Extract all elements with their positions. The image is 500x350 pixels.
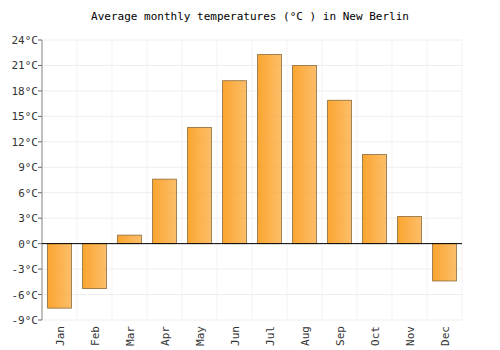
category-label: Oct bbox=[369, 326, 382, 346]
bar bbox=[328, 100, 352, 243]
category-label: Nov bbox=[404, 326, 417, 346]
grid-line-vertical bbox=[112, 40, 113, 320]
grid-line-vertical bbox=[357, 40, 358, 320]
tick bbox=[38, 269, 42, 270]
tick bbox=[38, 294, 42, 295]
tick-label: 21°C bbox=[12, 59, 39, 72]
category-label: Sep bbox=[334, 326, 347, 346]
tick bbox=[38, 243, 42, 244]
tick bbox=[38, 320, 42, 321]
tick-label: 6°C bbox=[18, 187, 38, 200]
tick bbox=[38, 167, 42, 168]
category-label: Aug bbox=[299, 326, 312, 346]
bar bbox=[293, 65, 317, 243]
bar bbox=[433, 244, 457, 281]
bar bbox=[258, 54, 282, 243]
grid-line bbox=[42, 243, 462, 244]
title: Average monthly temperatures (°C ) in Ne… bbox=[91, 10, 409, 23]
category-label: Apr bbox=[159, 326, 172, 346]
grid-line-vertical bbox=[252, 40, 253, 320]
grid-line-vertical bbox=[322, 40, 323, 320]
bar bbox=[363, 155, 387, 244]
category-label: Mar bbox=[124, 326, 137, 346]
tick-label: 0°C bbox=[18, 238, 38, 251]
grid-line-vertical bbox=[287, 40, 288, 320]
tick bbox=[38, 40, 42, 41]
tick-label: -6°C bbox=[12, 289, 39, 302]
grid-line-vertical bbox=[427, 40, 428, 320]
bar bbox=[48, 244, 72, 308]
category-label: Feb bbox=[89, 326, 102, 346]
category-label: Dec bbox=[439, 326, 452, 346]
bar bbox=[118, 235, 142, 243]
grid-line-vertical bbox=[182, 40, 183, 320]
category-label: Jun bbox=[229, 326, 242, 346]
category-label: Jan bbox=[54, 326, 67, 346]
bar bbox=[398, 216, 422, 243]
grid-line-vertical bbox=[217, 40, 218, 320]
tick-label: 15°C bbox=[12, 110, 39, 123]
grid-line-vertical bbox=[42, 40, 43, 320]
bar bbox=[188, 127, 212, 243]
tick bbox=[38, 218, 42, 219]
grid-line-vertical bbox=[77, 40, 78, 320]
tick bbox=[38, 192, 42, 193]
zero-line bbox=[42, 243, 462, 244]
tick-label: -9°C bbox=[12, 314, 39, 327]
chart: Average monthly temperatures (°C ) in Ne… bbox=[0, 0, 500, 350]
tick bbox=[38, 65, 42, 66]
tick bbox=[38, 141, 42, 142]
y-axis bbox=[42, 40, 43, 320]
grid-line-vertical bbox=[147, 40, 148, 320]
category-label: May bbox=[194, 326, 207, 346]
grid-line-vertical bbox=[392, 40, 393, 320]
tick-label: 3°C bbox=[18, 212, 38, 225]
grid-line-vertical bbox=[462, 40, 463, 320]
bar bbox=[223, 81, 247, 244]
tick bbox=[38, 116, 42, 117]
tick-label: 24°C bbox=[12, 34, 39, 47]
bar bbox=[83, 244, 107, 289]
tick-label: 12°C bbox=[12, 136, 39, 149]
tick-label: 18°C bbox=[12, 85, 39, 98]
tick bbox=[38, 90, 42, 91]
tick-label: 9°C bbox=[18, 161, 38, 174]
bar bbox=[153, 179, 177, 243]
category-label: Jul bbox=[264, 326, 277, 346]
bars bbox=[48, 54, 457, 308]
tick-label: -3°C bbox=[12, 263, 39, 276]
